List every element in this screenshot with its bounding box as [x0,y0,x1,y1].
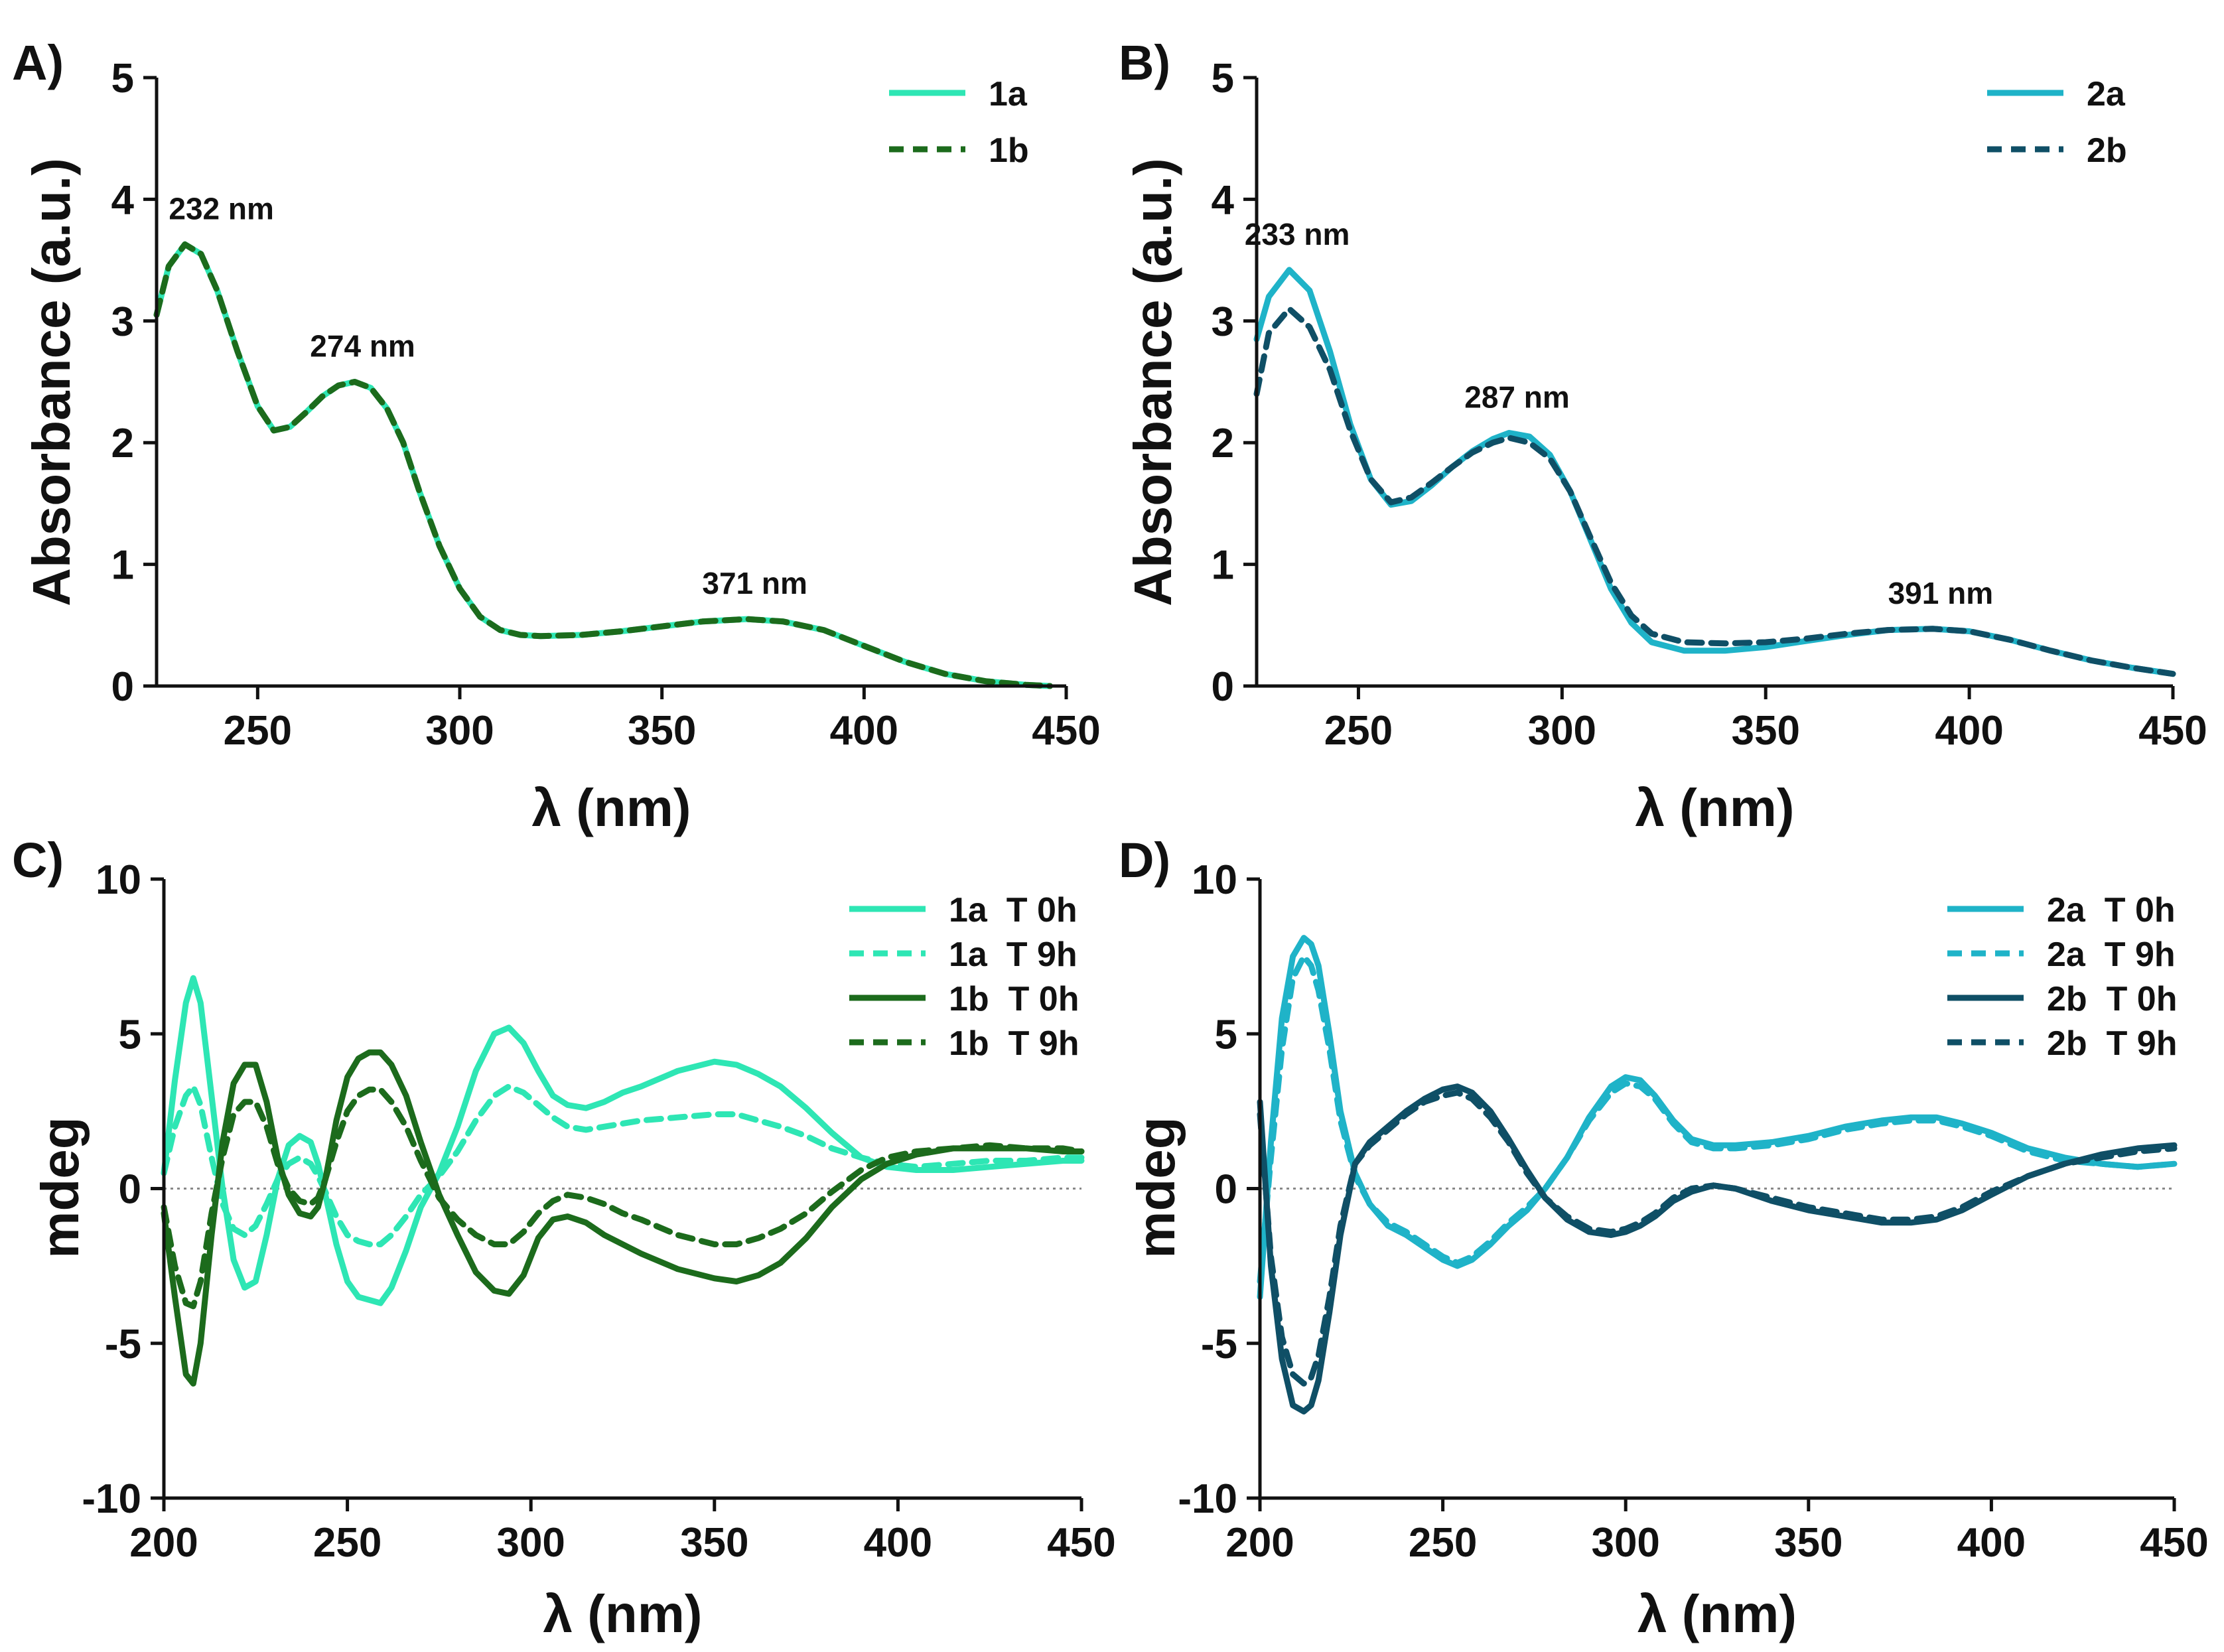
x-tick-label: 200 [1225,1520,1294,1566]
series-line-0 [161,975,1085,1306]
series-line-2 [161,1049,1085,1387]
x-tick-label: 300 [496,1520,565,1566]
y-tick-label: 1 [111,543,134,588]
x-tick-label: 450 [2138,708,2207,754]
x-tick-label: 450 [2140,1520,2208,1566]
peak-annotation: 287 nm [1464,380,1570,415]
x-tick-label: 250 [313,1520,382,1566]
y-axis-title: Absorbance (a.u.) [22,158,81,606]
y-tick-label: 0 [1215,1167,1237,1213]
x-tick-label: 400 [830,708,898,754]
series-line-3 [161,1086,1085,1310]
panel-label: C) [12,833,64,888]
y-tick-label: 3 [111,299,134,345]
series-line-2 [1257,1083,2178,1414]
series-line-0 [1253,267,2176,677]
x-tick-label: 300 [1528,708,1596,754]
y-tick-label: 0 [119,1167,141,1213]
y-tick-label: 5 [1215,1012,1237,1058]
series-line-1 [1257,953,2178,1284]
y-tick-label: 10 [96,857,141,903]
legend-label: 2a [2087,75,2126,113]
x-tick-label: 350 [680,1520,748,1566]
series-line-1 [1253,306,2176,677]
y-tick-label: -10 [82,1476,141,1522]
panel-label: D) [1119,833,1170,888]
panel-label: B) [1119,35,1170,90]
x-tick-label: 400 [1935,708,2003,754]
x-tick-label: 300 [425,708,494,754]
peak-annotation: 371 nm [702,566,807,600]
x-tick-label: 350 [1774,1520,1842,1566]
y-axis-title: mdeg [1127,1117,1186,1258]
y-tick-label: 4 [1212,177,1235,223]
x-tick-label: 400 [1957,1520,2026,1566]
y-tick-label: 5 [1212,56,1234,102]
x-axis-title: λ (nm) [532,778,691,837]
y-tick-label: 10 [1192,857,1237,903]
series-line-0 [153,241,1054,689]
x-tick-label: 350 [1731,708,1799,754]
x-tick-label: 450 [1032,708,1100,754]
x-tick-label: 200 [129,1520,198,1566]
peak-annotation: 233 nm [1245,217,1350,251]
peak-annotation: 232 nm [169,191,274,226]
x-axis-title: λ (nm) [1635,778,1795,837]
y-tick-label: 5 [119,1012,141,1058]
y-tick-label: 5 [111,56,134,102]
legend-label: 1a T 9h [949,935,1077,974]
x-tick-label: 250 [224,708,292,754]
panel-label: A) [12,35,64,90]
y-tick-label: -5 [105,1322,141,1367]
legend-label: 2b T 9h [2047,1024,2177,1063]
y-tick-label: -10 [1178,1476,1237,1522]
y-axis-title: mdeg [31,1117,90,1258]
panel-c-cd-chart: C) -10 -5 0 5 10 200 250 300 350 400 450 λ (nm) mdeg 1… [12,833,1116,1643]
series-line-1 [161,1083,1085,1247]
y-tick-label: 1 [1212,543,1234,588]
legend-label: 1a [989,75,1028,113]
series-line-1 [153,241,1054,689]
y-tick-label: 3 [1212,299,1234,345]
panel-d-cd-chart: D) -10 -5 0 5 10 200 250 300 350 400 450 λ (nm) mdeg 2… [1119,833,2209,1643]
peak-annotation: 391 nm [1888,576,1994,610]
y-tick-label: 2 [1212,421,1234,466]
legend-label: 1b T 9h [949,1024,1079,1063]
x-tick-label: 250 [1324,708,1393,754]
y-tick-label: 0 [1212,664,1234,710]
y-tick-label: 2 [111,421,134,466]
legend-label: 2a T 0h [2047,891,2176,929]
series-line-3 [1257,1089,2178,1387]
legend-label: 1b [989,131,1029,170]
x-tick-label: 400 [864,1520,932,1566]
x-tick-label: 450 [1047,1520,1115,1566]
y-axis-title: Absorbance (a.u.) [1123,158,1182,606]
x-axis-title: λ (nm) [1637,1584,1797,1643]
panel-a-absorbance-chart: A) 0 1 2 3 4 5 250 300 350 400 450 λ (nm) Absorbance … [12,35,1101,837]
x-axis-title: λ (nm) [543,1584,703,1643]
y-tick-label: -5 [1201,1322,1237,1367]
x-tick-label: 350 [628,708,696,754]
x-tick-label: 300 [1591,1520,1659,1566]
y-tick-label: 4 [111,177,135,223]
legend-label: 2b T 0h [2047,980,2177,1018]
y-tick-label: 0 [111,664,134,710]
x-tick-label: 250 [1409,1520,1477,1566]
legend-label: 2a T 9h [2047,935,2176,974]
panel-b-absorbance-chart: B) 0 1 2 3 4 5 250 300 350 400 450 λ (nm) Absorbance … [1119,35,2207,837]
legend-label: 1a T 0h [949,891,1077,929]
legend-label: 1b T 0h [949,980,1079,1018]
peak-annotation: 274 nm [310,329,415,364]
legend-label: 2b [2087,131,2127,170]
